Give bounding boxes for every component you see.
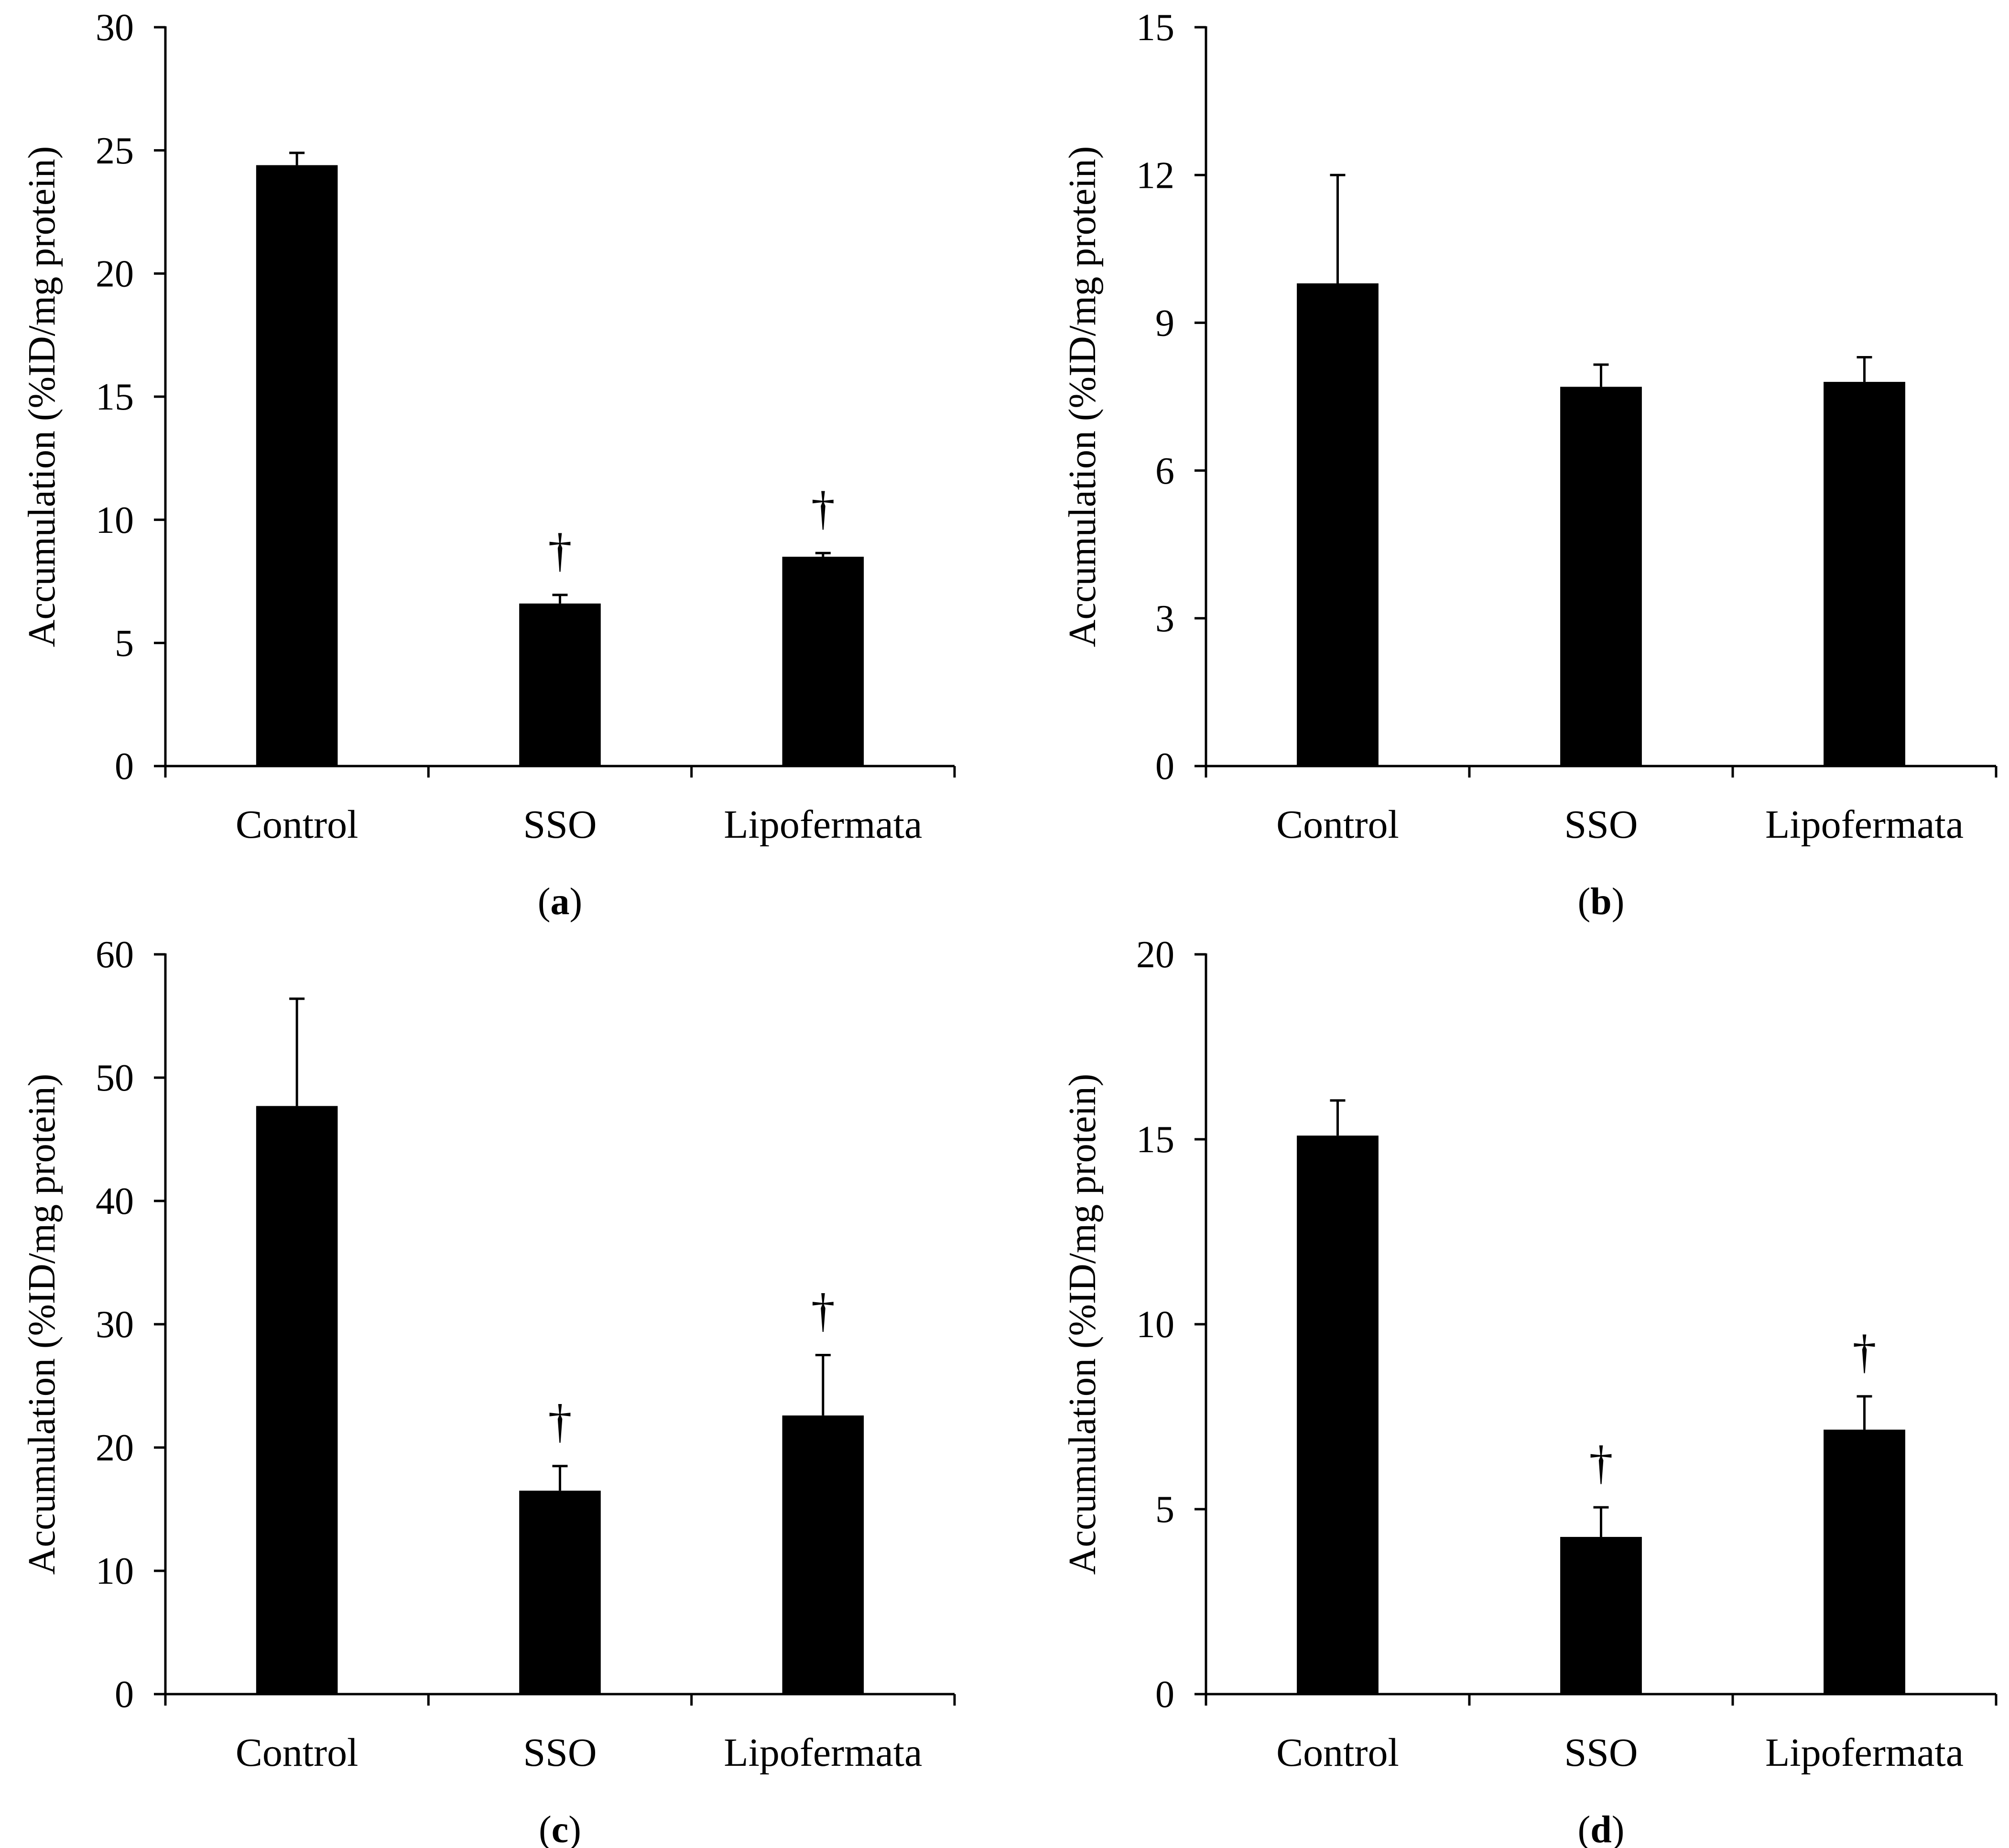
- y-tick-label: 0: [115, 746, 134, 788]
- bar-lipofermata: [1824, 382, 1905, 766]
- x-tick-label-sso: SSO: [523, 1730, 597, 1775]
- y-tick-label: 40: [96, 1180, 134, 1222]
- bar-control: [1297, 1135, 1379, 1694]
- y-tick-label: 20: [1136, 934, 1174, 976]
- y-tick-label: 0: [1155, 1674, 1174, 1716]
- y-tick-label: 12: [1136, 154, 1174, 196]
- x-tick-label-control: Control: [236, 1730, 358, 1775]
- chart-panel-c: 0 10 20 30 40 50 60 Control SSO † Lipofermata † Accu…: [21, 934, 956, 1848]
- x-tick-label-lipofermata: Lipofermata: [724, 802, 922, 847]
- significance-marker: †: [1853, 1325, 1877, 1378]
- y-tick-label: 25: [96, 130, 134, 172]
- significance-marker: †: [548, 524, 572, 577]
- bar-sso: [1560, 387, 1642, 766]
- x-tick-label-control: Control: [236, 802, 358, 847]
- x-tick-label-sso: SSO: [523, 802, 597, 847]
- significance-marker: †: [811, 482, 835, 535]
- y-tick-label: 20: [96, 1427, 134, 1469]
- panel-label: (a): [538, 881, 582, 923]
- x-tick-label-lipofermata: Lipofermata: [724, 1730, 922, 1775]
- bar-sso: [1560, 1537, 1642, 1694]
- y-axis-label: Accumulation (%ID/mg protein): [1062, 1074, 1104, 1575]
- bar-lipofermata: [782, 556, 864, 766]
- y-tick-label: 9: [1155, 303, 1174, 345]
- bar-lipofermata: [782, 1415, 864, 1694]
- y-axis-label: Accumulation (%ID/mg protein): [21, 146, 63, 648]
- y-tick-label: 6: [1155, 450, 1174, 492]
- panel-label: (b): [1578, 881, 1625, 923]
- y-axis-label: Accumulation (%ID/mg protein): [1062, 146, 1104, 648]
- y-tick-label: 20: [96, 253, 134, 295]
- panel-label: (c): [539, 1809, 581, 1848]
- panel-label: (d): [1578, 1809, 1625, 1848]
- y-tick-label: 50: [96, 1057, 134, 1099]
- chart-panel-d: 0 5 10 15 20 Control SSO † Lipofermata † Accumulat…: [1062, 934, 1998, 1848]
- y-tick-label: 0: [1155, 746, 1174, 788]
- significance-marker: †: [1589, 1436, 1613, 1489]
- x-tick-label-lipofermata: Lipofermata: [1765, 1730, 1964, 1775]
- y-tick-label: 30: [96, 1304, 134, 1346]
- bar-control: [256, 165, 338, 766]
- y-axis-label: Accumulation (%ID/mg protein): [21, 1074, 63, 1575]
- chart-panel-b: 0 3 6 9 12 15 Control SSO Lipofermata Accumulatio…: [1062, 7, 1998, 923]
- y-tick-label: 60: [96, 934, 134, 976]
- y-tick-label: 3: [1155, 598, 1174, 640]
- x-tick-label-sso: SSO: [1564, 1730, 1638, 1775]
- bar-control: [1297, 283, 1379, 766]
- significance-marker: †: [811, 1284, 835, 1337]
- y-tick-label: 15: [96, 376, 134, 418]
- x-tick-label-control: Control: [1276, 802, 1399, 847]
- x-tick-label-control: Control: [1276, 1730, 1399, 1775]
- significance-marker: †: [548, 1395, 572, 1448]
- y-tick-label: 15: [1136, 1119, 1174, 1161]
- y-tick-label: 10: [96, 1550, 134, 1592]
- y-tick-label: 5: [115, 623, 134, 665]
- y-tick-label: 30: [96, 7, 134, 49]
- bar-control: [256, 1106, 338, 1694]
- x-tick-label-lipofermata: Lipofermata: [1765, 802, 1964, 847]
- x-tick-label-sso: SSO: [1564, 802, 1638, 847]
- chart-panel-a: 0 5 10 15 20 25 30 Control SSO † Lipofermata † Accum…: [21, 7, 956, 923]
- bar-lipofermata: [1824, 1429, 1905, 1694]
- y-tick-label: 10: [96, 499, 134, 541]
- y-tick-label: 10: [1136, 1304, 1174, 1346]
- y-tick-label: 15: [1136, 7, 1174, 49]
- bar-sso: [519, 603, 601, 766]
- y-tick-label: 5: [1155, 1489, 1174, 1531]
- y-tick-label: 0: [115, 1674, 134, 1716]
- bar-sso: [519, 1491, 601, 1694]
